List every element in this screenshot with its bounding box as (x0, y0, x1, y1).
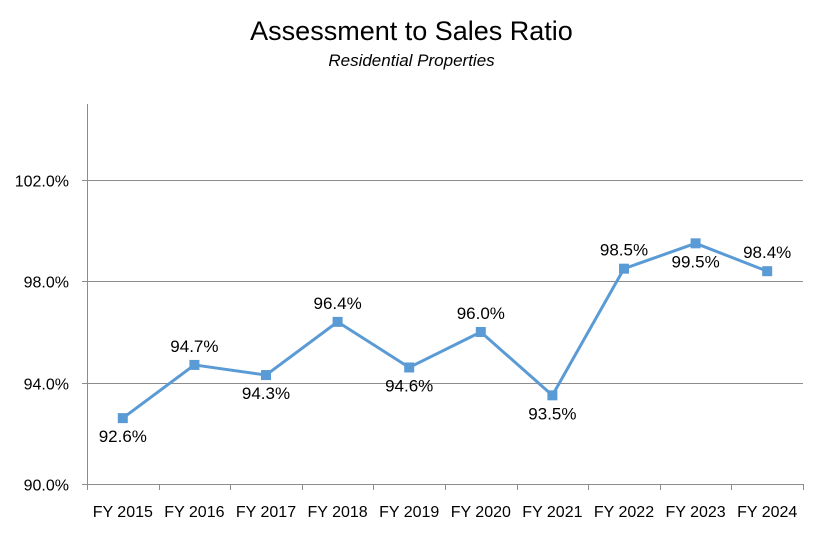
data-point (261, 370, 271, 381)
data-point (332, 316, 343, 327)
data-label: 92.6% (99, 427, 147, 446)
data-label: 96.4% (313, 294, 361, 313)
data-label: 96.0% (457, 304, 505, 323)
data-point (189, 359, 200, 370)
x-tick-label: FY 2016 (164, 504, 224, 521)
data-label: 94.3% (242, 384, 290, 403)
y-tick-label: 90.0% (24, 478, 69, 495)
x-tick-label: FY 2024 (737, 504, 797, 521)
x-tick-label: FY 2015 (93, 504, 153, 521)
x-tick-label: FY 2020 (451, 504, 511, 521)
x-tick-label: FY 2017 (236, 504, 296, 521)
data-label: 93.5% (528, 404, 576, 423)
series-line (121, 241, 768, 420)
x-tick-label: FY 2018 (307, 504, 367, 521)
data-point (547, 390, 558, 401)
data-label: 98.5% (600, 241, 648, 260)
data-point (404, 362, 415, 373)
chart-subtitle: Residential Properties (328, 51, 495, 70)
y-tick-label: 102.0% (15, 174, 69, 191)
y-tick-label: 98.0% (24, 275, 69, 292)
data-label: 99.5% (671, 252, 719, 271)
x-tick-label: FY 2023 (665, 504, 725, 521)
x-tick-label: FY 2021 (522, 504, 582, 521)
data-label: 94.6% (385, 376, 433, 395)
x-tick-label: FY 2022 (594, 504, 654, 521)
x-tick-label: FY 2019 (379, 504, 439, 521)
data-point (475, 327, 486, 337)
data-point (619, 263, 629, 274)
chart-title: Assessment to Sales Ratio (250, 16, 573, 46)
data-point (762, 266, 773, 277)
data-point (117, 413, 128, 424)
data-label: 98.4% (743, 243, 791, 262)
y-tick-label: 94.0% (24, 377, 69, 394)
data-point (690, 238, 701, 249)
data-label: 94.7% (170, 337, 218, 356)
